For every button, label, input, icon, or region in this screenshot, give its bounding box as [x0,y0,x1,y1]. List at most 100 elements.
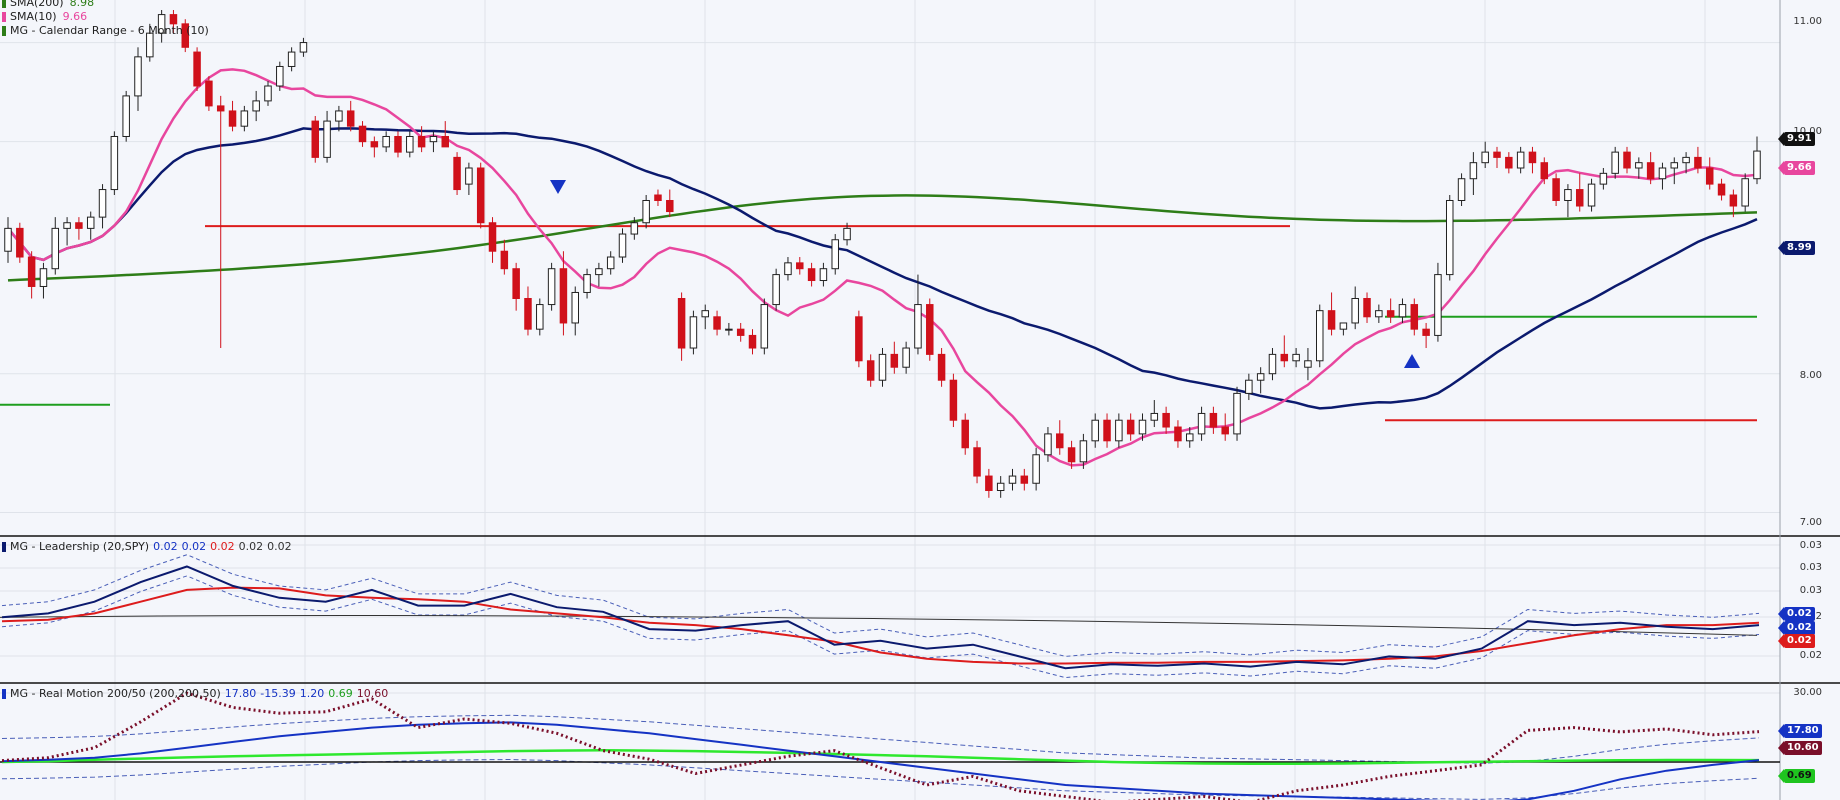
legend-sma200[interactable]: SMA(200) 8.98 [2,0,209,10]
candle-body [583,274,591,293]
legend-leadership[interactable]: MG - Leadership (20,SPY) 0.02 0.02 0.02 … [2,540,292,554]
candle-body [1126,419,1135,435]
sell-signal-marker [550,180,566,194]
candle-body [51,227,60,270]
candle [1694,146,1702,174]
candle-body [1150,412,1159,421]
sma10-line [7,68,1758,467]
sma50-price-tag: 8.99 [1778,241,1815,255]
candle-body [1646,162,1655,180]
legend-real-motion[interactable]: MG - Real Motion 200/50 (200,200,50) 17.… [2,687,388,701]
candle-body [181,23,190,48]
candle [1505,152,1513,174]
candle [736,322,745,342]
candle [51,217,60,275]
real-motion-legend: MG - Real Motion 200/50 (200,200,50) 17.… [2,687,388,701]
legend-sma200-label: SMA(200) [10,0,64,9]
candle-body [406,135,414,153]
candle [855,310,863,368]
candle [914,274,922,355]
candle [98,184,107,229]
candle-body [1209,412,1218,428]
candle [902,341,910,374]
legend-calendar-range[interactable]: MG - Calendar Range - 6 Month (10) [2,24,209,38]
candle-body [16,227,24,258]
candle-body [476,167,485,224]
candle [996,476,1005,498]
candle [701,304,709,330]
candle [299,37,308,57]
legend-real-motion-swatch [2,689,6,699]
candle [772,268,780,311]
candle-body [807,268,816,282]
candle [890,341,899,374]
candle [1682,152,1690,174]
candle [134,47,142,111]
candle [1717,178,1726,201]
real-motion-lines [0,691,1780,800]
candle [500,239,509,275]
candle [1422,322,1430,349]
candle-body [866,360,875,381]
candle [1575,173,1584,212]
candle [1056,420,1064,455]
candle-body [252,100,260,112]
real-motion-main-line [1,721,1760,800]
candle-body [890,353,899,368]
candle-body [1304,360,1312,368]
candle-body [748,334,757,349]
candle [146,23,154,62]
candle-body [264,85,272,102]
candle [1020,468,1029,491]
candle-body [1623,151,1631,169]
candle-body [287,51,296,67]
candle-body [1091,419,1099,442]
candle [1457,173,1466,207]
candle-body [216,105,225,112]
candle [606,251,615,275]
candle-body [606,256,615,270]
candle-body [228,110,237,127]
candle [406,131,414,158]
leadership-main-line [1,565,1760,670]
candle [27,251,36,299]
legend-calendar-range-swatch [2,26,6,36]
candle-body [701,310,709,318]
candle-body [973,447,981,477]
candle [311,115,320,163]
candle [583,268,591,299]
candle [1162,406,1170,434]
candle-body [571,291,579,324]
candle [1091,413,1099,448]
candle [689,310,698,355]
candle [441,121,449,148]
candle-body [937,353,946,381]
candle [677,292,686,361]
candle [1611,146,1619,179]
candle-body [157,14,166,34]
candle-body [1705,167,1714,185]
candle-body [488,222,497,252]
leadership-tag-1: 0.02 [1778,607,1815,621]
candle [831,234,839,275]
real-motion-tag-3: 0.69 [1778,769,1815,783]
candle [1115,413,1123,448]
candle-body [1020,475,1029,484]
candle [1753,136,1761,185]
legend-sma10-swatch [2,12,6,22]
legend-sma10[interactable]: SMA(10) 9.66 [2,10,209,24]
candle-body [394,135,402,153]
candle-body [134,56,142,97]
candle-body [346,110,355,127]
candle [1138,413,1147,441]
candle [346,100,355,132]
candle [110,131,119,196]
candle [866,354,875,387]
candle [1008,468,1017,491]
candle [512,262,520,311]
candle [760,298,769,355]
candle [547,262,556,311]
real-motion-lower-band [1,758,1760,800]
candle [453,152,461,196]
